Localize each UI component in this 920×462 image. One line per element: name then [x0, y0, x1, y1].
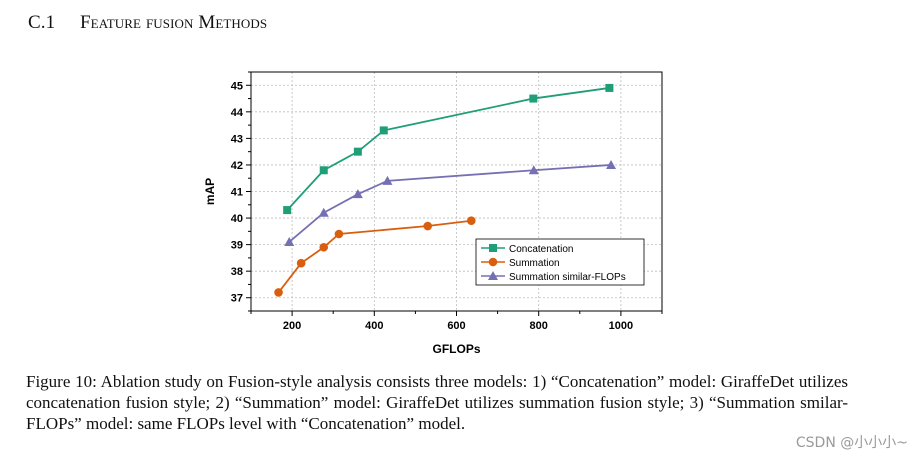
legend-label: Summation	[509, 258, 560, 269]
data-point	[318, 207, 329, 217]
data-point	[528, 165, 539, 175]
x-axis-label: GFLOPs	[432, 342, 480, 356]
data-point	[466, 216, 476, 226]
grid-lines	[251, 72, 662, 311]
legend-marker	[489, 244, 497, 252]
y-tick-label: 40	[231, 213, 243, 225]
section-heading: C.1 Feature fusion Methods	[28, 12, 267, 34]
series-line	[286, 87, 610, 211]
data-point	[423, 221, 433, 231]
x-tick-label: 400	[365, 320, 383, 332]
data-point	[319, 166, 328, 175]
y-tick-label: 38	[231, 266, 243, 278]
section-number: C.1	[28, 12, 56, 33]
series-line	[277, 219, 472, 293]
data-point	[319, 242, 329, 252]
section-title: Feature fusion Methods	[80, 12, 268, 33]
line-chart: 200 400 600 800 1000 37 38 39 40 41 42 43 44 45 GFLOPs…	[203, 71, 663, 356]
legend-marker	[488, 257, 498, 267]
data-point	[284, 236, 295, 246]
legend-label: Concatenation	[509, 244, 574, 255]
y-tick-label: 45	[231, 80, 243, 92]
data-point	[283, 206, 292, 215]
figure-caption: Figure 10: Ablation study on Fusion-styl…	[26, 372, 848, 433]
x-tick-label: 1000	[609, 320, 633, 332]
y-tick-label: 42	[231, 160, 243, 172]
y-axis-label: mAP	[203, 178, 217, 205]
data-point	[296, 258, 306, 268]
y-tick-label: 39	[231, 240, 243, 252]
axes: 200 400 600 800 1000 37 38 39 40 41 42 43 44 45 GFLOPs…	[203, 71, 663, 356]
series-line	[288, 164, 612, 243]
data-point	[353, 147, 362, 156]
data-point	[529, 94, 538, 103]
legend-label: Summation similar-FLOPs	[509, 272, 626, 283]
data-point	[606, 159, 617, 169]
x-tick-label: 200	[283, 320, 301, 332]
data-point	[605, 83, 614, 92]
y-tick-label: 44	[231, 107, 244, 119]
data-point	[334, 229, 344, 239]
x-tick-label: 800	[530, 320, 548, 332]
data-point	[274, 288, 283, 297]
data-point	[379, 126, 388, 135]
x-tick-label: 600	[447, 320, 465, 332]
watermark: CSDN @小小小~	[795, 435, 908, 451]
y-tick-label: 37	[231, 293, 243, 305]
y-tick-label: 43	[231, 133, 243, 145]
data-point	[382, 175, 393, 185]
y-tick-label: 41	[231, 187, 243, 199]
legend-marker	[488, 271, 498, 280]
series-lines	[274, 83, 617, 297]
legend: Concatenation Summation Summation similar-…	[475, 238, 645, 286]
data-point	[352, 189, 363, 199]
